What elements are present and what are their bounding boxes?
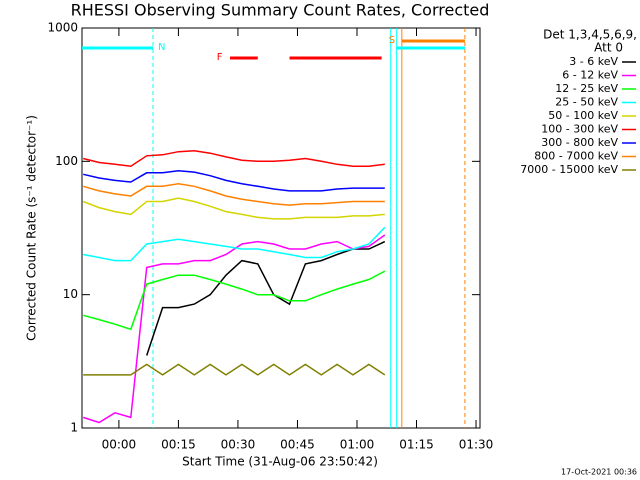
legend-label: 50 - 100 keV <box>548 109 618 122</box>
series-line <box>145 240 386 356</box>
series-line <box>82 234 386 424</box>
series-line <box>83 363 386 376</box>
y-tick-label: 10 <box>63 287 78 301</box>
x-tick-label: 01:30 <box>459 438 494 452</box>
legend-label: 100 - 300 keV <box>541 123 618 136</box>
y-tick-label: 1000 <box>47 21 78 35</box>
flag-label: F <box>217 52 223 63</box>
y-tick-label: 100 <box>55 154 78 168</box>
x-tick-label: 01:00 <box>340 438 375 452</box>
series-line <box>82 182 385 206</box>
x-tick-label: 00:00 <box>102 438 137 452</box>
x-axis-label: Start Time (31-Aug-06 23:50:42) <box>182 455 378 469</box>
legend-label: 3 - 6 keV <box>569 55 618 68</box>
legend-header: Att 0 <box>594 41 623 55</box>
series-line <box>83 226 386 262</box>
plot-frame <box>81 27 481 429</box>
y-axis-label: Corrected Count Rate (s⁻¹ detector⁻¹) <box>25 115 39 341</box>
legend-label: 7000 - 15000 keV <box>520 163 618 176</box>
series-line <box>83 270 386 331</box>
x-tick-label: 00:15 <box>161 438 196 452</box>
flag-label: S <box>389 35 395 46</box>
series-line <box>82 197 385 220</box>
y-tick-label: 1 <box>70 421 78 435</box>
footer: 17-Oct-2021 00:36 <box>561 468 637 477</box>
flag-label: N <box>158 42 165 53</box>
legend-label: 800 - 7000 keV <box>534 150 618 163</box>
legend-label: 12 - 25 keV <box>555 82 618 95</box>
legend-header: Det 1,3,4,5,6,9, <box>543 28 637 42</box>
chart-title: RHESSI Observing Summary Count Rates, Co… <box>71 1 490 20</box>
legend-label: 6 - 12 keV <box>562 69 618 82</box>
x-tick-label: 00:30 <box>221 438 256 452</box>
series-line <box>83 169 385 192</box>
legend-label: 25 - 50 keV <box>555 96 618 109</box>
series-line <box>83 150 385 167</box>
legend-label: 300 - 800 keV <box>541 136 618 149</box>
x-tick-label: 00:45 <box>280 438 315 452</box>
x-tick-label: 01:15 <box>399 438 434 452</box>
